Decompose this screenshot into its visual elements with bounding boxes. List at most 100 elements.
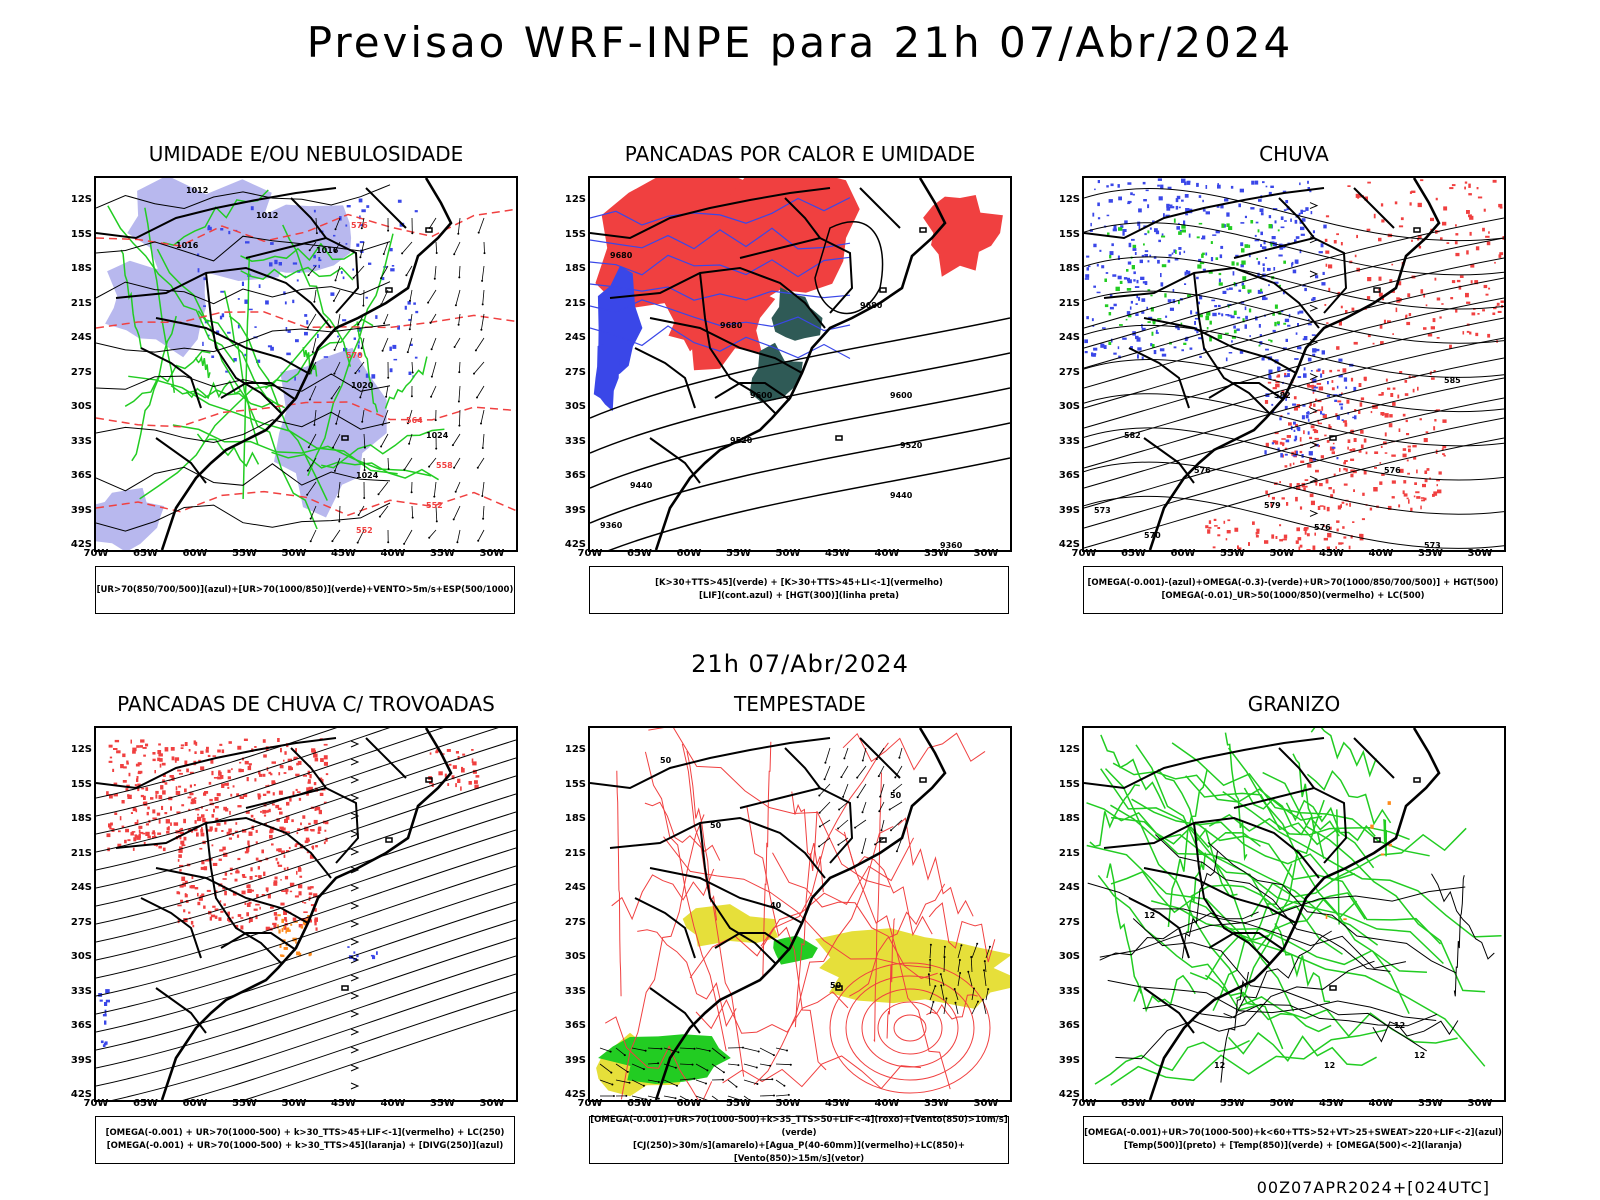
thunderstorm-shower-speckle bbox=[199, 895, 202, 898]
latitude-tick-label: 15S bbox=[1058, 778, 1080, 790]
rain-area-speckle bbox=[1423, 438, 1428, 443]
wind-vector bbox=[983, 970, 987, 987]
latitude-tick-label: 12S bbox=[564, 194, 586, 205]
temp850-contour bbox=[1100, 768, 1379, 946]
omega-ascent-speckle bbox=[1168, 254, 1172, 257]
thunderstorm-shower-speckle bbox=[240, 796, 244, 799]
wind-vector-head bbox=[481, 279, 484, 282]
humidity-speckle bbox=[389, 346, 392, 351]
omega-ascent-speckle bbox=[1258, 199, 1262, 202]
omega-ascent-speckle bbox=[1148, 316, 1153, 320]
rain-area-speckle bbox=[1469, 331, 1472, 335]
wind-vector-head bbox=[332, 446, 334, 449]
rain-area-speckle bbox=[1340, 305, 1343, 309]
country-state-border bbox=[784, 747, 821, 789]
omega-ascent-speckle bbox=[1273, 267, 1276, 271]
omega-ascent-speckle bbox=[1292, 269, 1297, 274]
rain-area-speckle bbox=[1353, 341, 1358, 345]
contour-label: 579 bbox=[1264, 501, 1281, 510]
humidity-speckle bbox=[414, 210, 418, 213]
rain-area-speckle bbox=[1208, 526, 1212, 529]
thunderstorm-shower-speckle bbox=[237, 914, 242, 917]
temp850-contour bbox=[1089, 784, 1140, 848]
country-state-border bbox=[220, 932, 297, 951]
thunderstorm-shower-speckle bbox=[132, 750, 136, 754]
wind-vector-head bbox=[940, 984, 943, 987]
wind-vector-head bbox=[482, 517, 485, 520]
hgt500-contour bbox=[1084, 417, 1504, 529]
country-state-border bbox=[699, 822, 776, 964]
contour-label: 1024 bbox=[426, 431, 449, 440]
thunderstorm-shower-speckle bbox=[279, 765, 284, 769]
latitude-tick-label: 27S bbox=[1058, 916, 1080, 928]
strong-omega-speckle bbox=[1164, 293, 1167, 298]
streamline-arrow bbox=[350, 776, 360, 784]
wind-vector-head bbox=[435, 520, 438, 523]
strong-omega-speckle bbox=[1187, 294, 1192, 297]
wind-vector-head bbox=[674, 1097, 677, 1100]
thunderstorm-shower-speckle bbox=[167, 826, 170, 831]
thunderstorm-shower-speckle bbox=[283, 759, 285, 762]
legend-chuva: [OMEGA(-0.001)-(azul)+OMEGA(-0.3)-(verde… bbox=[1083, 566, 1503, 614]
strong-omega-speckle bbox=[1270, 339, 1273, 343]
rain-area-speckle bbox=[1485, 235, 1490, 238]
rain-area-speckle bbox=[1398, 504, 1401, 508]
wind-vector-head bbox=[313, 423, 316, 426]
strong-omega-speckle bbox=[1217, 334, 1223, 339]
wind-vector-head bbox=[894, 776, 897, 779]
thunderstorm-shower-speckle bbox=[200, 829, 204, 833]
wind-vector bbox=[309, 361, 317, 374]
omega-ascent-speckle bbox=[1225, 314, 1230, 316]
latitude-tick-label: 39S bbox=[70, 504, 92, 516]
thunderstorm-shower-speckle bbox=[232, 785, 235, 788]
thunderstorm-shower-speckle bbox=[308, 822, 311, 825]
rain-area-speckle bbox=[1462, 331, 1465, 335]
thunderstorm-shower-speckle bbox=[170, 822, 172, 826]
rain-area-speckle bbox=[1442, 419, 1447, 423]
thunderstorm-shower-speckle bbox=[303, 902, 307, 904]
omega-ascent-speckle bbox=[1086, 316, 1089, 320]
wind-vector bbox=[475, 337, 485, 351]
lake-outline bbox=[1373, 837, 1381, 843]
temp500-contour bbox=[1154, 834, 1391, 972]
streamline-250 bbox=[111, 973, 516, 1100]
humidity-speckle bbox=[219, 315, 223, 320]
rain-area-speckle bbox=[1403, 493, 1408, 497]
humidity-speckle bbox=[306, 320, 309, 325]
thunderstorm-shower-speckle bbox=[315, 845, 318, 848]
wind-vector-head bbox=[332, 299, 335, 302]
legend-line: [OMEGA(-0.01)_UR>50(1000/850)(vermelho) … bbox=[1161, 591, 1425, 601]
wind-vector bbox=[310, 505, 317, 519]
rain-area-speckle bbox=[1423, 327, 1427, 330]
thunderstorm-shower-speckle bbox=[239, 761, 242, 764]
thunderstorm-shower-speckle bbox=[318, 809, 322, 815]
thunderstorm-shower-speckle bbox=[461, 768, 465, 773]
thunderstorm-shower-speckle bbox=[200, 766, 205, 771]
thunderstorm-shower-speckle bbox=[180, 747, 184, 749]
latitude-tick-label: 21S bbox=[1058, 297, 1080, 309]
omega-ascent-speckle bbox=[1239, 350, 1244, 354]
omega-ascent-speckle bbox=[1086, 255, 1090, 258]
rain-area-speckle bbox=[1275, 440, 1279, 445]
wind-vector bbox=[727, 1063, 739, 1066]
rain-area-speckle bbox=[1437, 489, 1442, 494]
omega500-speckle bbox=[1388, 843, 1392, 847]
omega-ascent-speckle bbox=[1185, 208, 1190, 212]
wind-vector bbox=[383, 313, 389, 324]
wind-vector bbox=[453, 505, 461, 520]
rain-area-speckle bbox=[1309, 457, 1312, 462]
low-level-humidity-contour bbox=[384, 356, 428, 409]
omega-ascent-speckle bbox=[1277, 447, 1280, 451]
thunderstorm-shower-speckle bbox=[271, 803, 275, 806]
wind-vector bbox=[599, 1047, 611, 1052]
thunderstorm-shower-speckle bbox=[309, 829, 312, 831]
omega-ascent-speckle bbox=[1111, 243, 1114, 247]
latitude-tick-label: 42S bbox=[70, 1089, 92, 1100]
thunderstorm-shower-speckle bbox=[277, 807, 282, 810]
wind-vector bbox=[711, 1095, 719, 1100]
rain-area-speckle bbox=[1379, 481, 1383, 485]
wind-vector bbox=[382, 337, 389, 351]
omega-ascent-speckle bbox=[1179, 251, 1181, 255]
thunderstorm-shower-speckle bbox=[189, 771, 194, 774]
shower-orange-speckle bbox=[300, 925, 304, 929]
